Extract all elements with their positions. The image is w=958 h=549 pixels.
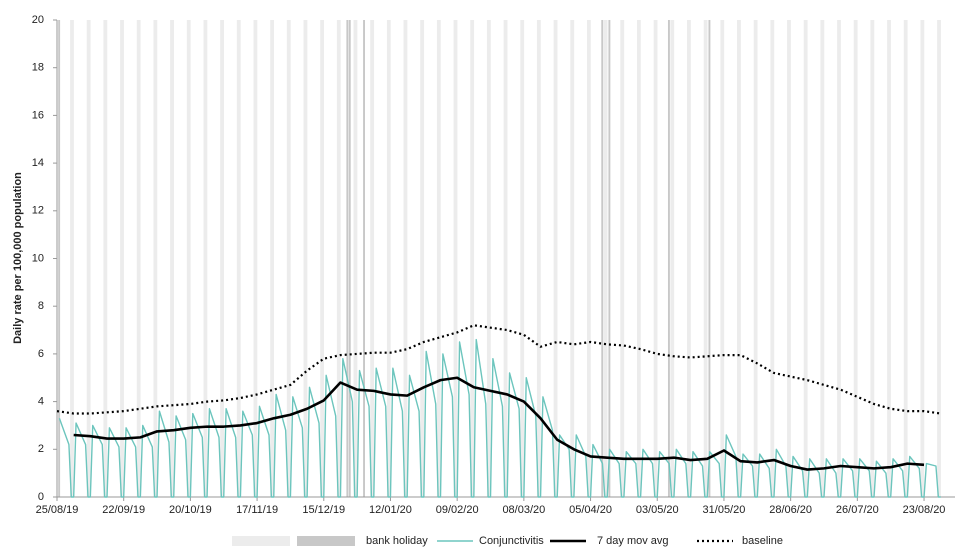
x-tick-label: 09/02/20 [436,504,479,516]
shade-band [637,20,641,497]
y-tick-label: 2 [38,443,44,455]
shade-band [220,20,224,497]
shade-band [820,20,825,497]
shade-band [353,20,358,497]
x-tick-label: 20/10/19 [169,504,212,516]
shade-band [703,20,708,497]
shade-band [670,20,675,497]
shade-band [553,20,558,497]
shade-band [837,20,841,497]
x-tick-label: 31/05/20 [703,504,746,516]
shade-band [270,20,274,497]
shade-band [253,20,258,497]
shade-band [170,20,174,497]
shade-band [286,20,291,497]
x-tick-label: 22/09/19 [102,504,145,516]
legend-label: bank holiday [366,535,428,547]
shade-band [787,20,791,497]
shade-band [58,20,61,497]
x-tick-label: 17/11/19 [236,504,278,516]
shade-band [937,20,941,497]
shade-band [346,20,349,497]
shade-band [920,20,925,497]
series-line [73,376,925,471]
shade-band [348,20,351,497]
shade-band [470,20,475,497]
shade-band [386,20,391,497]
shade-band [70,20,74,497]
x-tick-label: 08/03/20 [502,504,545,516]
shade-band [708,20,711,497]
y-axis-label: Daily rate per 100,000 population [12,172,24,344]
shade-band [608,20,611,497]
x-tick-label: 12/01/20 [369,504,412,516]
shade-band [653,20,658,497]
shade-band [570,20,575,497]
shade-band [737,20,741,497]
y-tick-label: 8 [38,300,44,312]
shade-band [601,20,604,497]
shade-band [803,20,808,497]
shade-band [203,20,208,497]
x-tick-label: 05/04/20 [569,504,612,516]
y-tick-label: 12 [32,205,44,217]
shade-band [887,20,891,497]
shade-band [120,20,124,497]
shade-band [320,20,325,497]
y-tick-label: 6 [38,348,44,360]
series-line [56,324,941,415]
shade-band [520,20,525,497]
y-tick-label: 16 [32,109,44,121]
shade-band [303,20,308,497]
shade-band [86,20,91,497]
y-tick-label: 10 [32,252,44,264]
y-tick-label: 20 [32,14,44,26]
shade-band [770,20,775,497]
shade-band [136,20,141,497]
y-tick-label: 4 [38,396,44,408]
shade-band [753,20,758,497]
shade-band [903,20,908,497]
shade-band [403,20,408,497]
shade-band [103,20,108,497]
shade-band [720,20,725,497]
legend-swatch [297,536,355,546]
shade-band [153,20,158,497]
y-tick-label: 18 [32,62,44,74]
shade-band [436,20,441,497]
x-tick-label: 15/12/19 [302,504,345,516]
legend-label: 7 day mov avg [597,535,669,547]
shade-band [420,20,425,497]
shade-band [667,20,670,497]
shade-band [620,20,625,497]
x-tick-label: 23/08/20 [903,504,946,516]
shade-band [363,20,365,497]
shade-band [853,20,858,497]
shade-band [336,20,341,497]
shade-band [453,20,458,497]
shade-band [370,20,375,497]
shade-band [236,20,241,497]
x-tick-label: 26/07/20 [836,504,879,516]
y-tick-label: 14 [32,157,44,169]
y-tick-label: 0 [38,491,44,503]
shade-band [503,20,508,497]
shade-band [586,20,591,497]
legend-label: baseline [742,535,783,547]
shade-band [486,20,491,497]
shade-band [603,20,608,497]
x-tick-label: 03/05/20 [636,504,679,516]
legend-swatch [232,536,290,546]
shade-band [870,20,875,497]
x-tick-label: 25/08/19 [36,504,79,516]
x-tick-label: 28/06/20 [769,504,812,516]
series-line [58,338,941,498]
shade-band [687,20,691,497]
shade-band [536,20,541,497]
legend-label: Conjunctivitis [479,535,544,547]
shade-band [186,20,191,497]
